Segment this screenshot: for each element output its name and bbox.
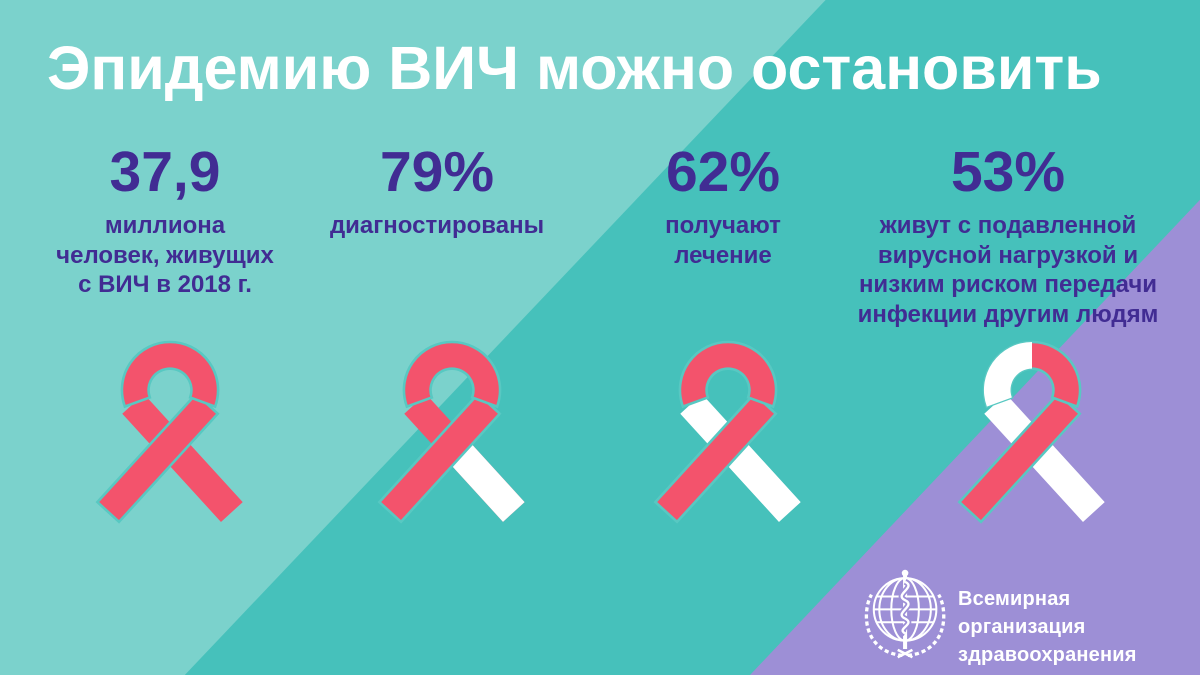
- awareness-ribbon-icon: [957, 340, 1105, 524]
- who-org-line2: здравоохранения: [958, 644, 1137, 666]
- stat-column-virally-suppressed: 53% живут с подавленной вирусной нагрузк…: [828, 144, 1188, 329]
- who-logo-icon: [864, 569, 946, 659]
- stat-value: 53%: [950, 140, 1066, 204]
- laurel-stems: [897, 648, 914, 659]
- stat-label-line: с ВИЧ в 2018 г.: [78, 271, 252, 298]
- stat-value: 37,9: [109, 140, 221, 204]
- stat-label-line: миллиона: [104, 212, 226, 239]
- awareness-ribbon-icon: [653, 340, 801, 524]
- laurel-wreath: [864, 593, 946, 658]
- stat-label-line: живут с подавленной: [879, 212, 1137, 239]
- snake: [900, 580, 910, 635]
- stat-label-line: вирусной нагрузкой и: [877, 241, 1139, 269]
- who-org-line1: Всемирная организация: [958, 588, 1086, 638]
- stat-label-line: диагностированы: [329, 212, 545, 239]
- staff-knob: [901, 569, 909, 577]
- stat-column-on-treatment: 62% получают лечение: [583, 144, 863, 270]
- who-org-name: Всемирная организация здравоохранения: [958, 585, 1200, 669]
- awareness-ribbon-icon: [95, 340, 243, 524]
- awareness-ribbon-icon: [377, 340, 525, 524]
- page-title: Эпидемию ВИЧ можно остановить: [47, 34, 1102, 102]
- stat-label-line: инфекции другим людям: [857, 300, 1159, 328]
- stat-column-people-with-hiv: 37,9 миллиона человек, живущих с ВИЧ в 2…: [15, 144, 315, 300]
- stat-label-line: лечение: [674, 241, 772, 269]
- stat-column-diagnosed: 79% диагностированы: [297, 144, 577, 241]
- stat-value: 62%: [665, 140, 781, 204]
- stat-label-line: получают: [665, 212, 781, 239]
- stat-label-line: человек, живущих: [56, 241, 274, 269]
- stat-value: 79%: [379, 140, 495, 204]
- stat-label-line: низким риском передачи: [858, 271, 1158, 298]
